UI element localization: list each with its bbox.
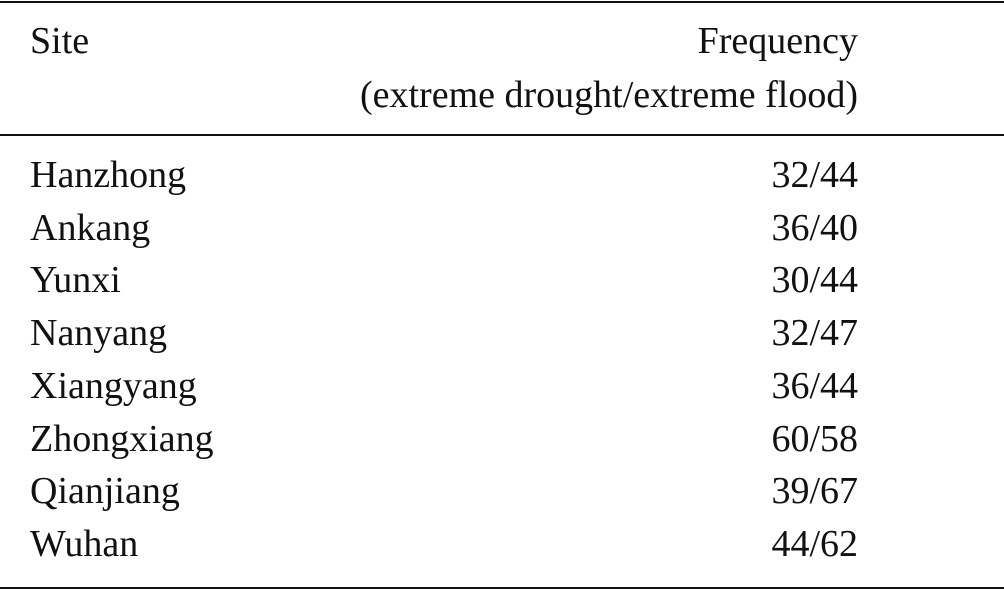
frequency-cell: 32/47 (771, 312, 858, 355)
site-cell: Qianjiang (30, 470, 180, 513)
bottom-rule (0, 587, 1004, 589)
site-cell: Wuhan (30, 522, 139, 565)
header-rule (0, 134, 1004, 136)
frequency-cell: 36/44 (771, 364, 858, 407)
site-cell: Nanyang (30, 312, 168, 355)
frequency-cell: 32/44 (771, 154, 858, 196)
frequency-cell: 60/58 (771, 417, 858, 460)
site-cell: Hanzhong (30, 154, 187, 196)
site-cell: Yunxi (30, 259, 121, 302)
site-cell: Xiangyang (30, 364, 197, 407)
frequency-cell: 30/44 (771, 259, 858, 302)
header-site: Site (30, 20, 90, 62)
header-frequency-note: (extreme drought/extreme flood) (359, 74, 858, 116)
top-rule (0, 1, 1004, 3)
frequency-cell: 39/67 (771, 470, 858, 513)
frequency-cell: 36/40 (771, 206, 858, 249)
frequency-cell: 44/62 (771, 522, 858, 565)
site-cell: Ankang (30, 206, 151, 249)
site-cell: Zhongxiang (30, 417, 214, 460)
header-frequency: Frequency (697, 20, 858, 62)
